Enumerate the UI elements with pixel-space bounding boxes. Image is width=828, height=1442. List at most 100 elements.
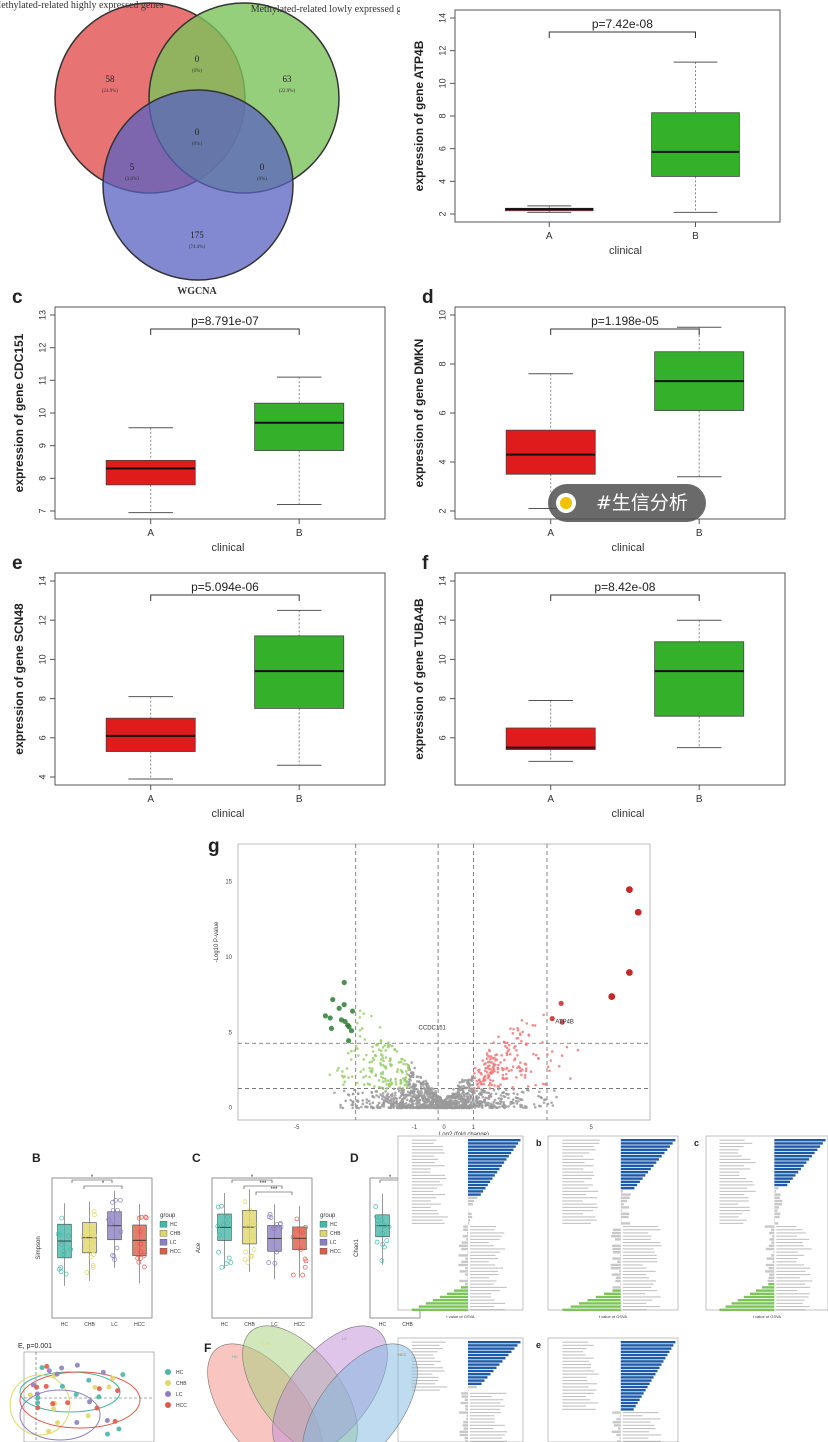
gsva-x-label: t value of GSVA	[446, 1314, 474, 1319]
venn-set-c-label: WGCNA	[177, 286, 217, 297]
ellipse-HCC	[19, 1371, 141, 1429]
significance-bracket	[150, 328, 300, 335]
box-A	[505, 429, 596, 475]
venn-set-b-label: Methylated-related lowly expressed genes	[251, 4, 400, 15]
significance-mark: *	[91, 1175, 94, 1181]
x-tick-label-B: B	[696, 794, 703, 805]
legend-title: group	[320, 1213, 336, 1219]
legend-dot-LC	[165, 1391, 171, 1397]
gene-label-ccdc151: CCDC151	[419, 1026, 447, 1032]
venn-count-bc: 0	[260, 162, 265, 172]
box-B	[654, 641, 745, 717]
x-tick-label: -5	[294, 1125, 300, 1131]
y-tick-label: 13	[37, 310, 47, 320]
outlier-point	[634, 908, 642, 916]
venn-pct-b_only: (22.9%)	[279, 89, 296, 94]
boxplot-dmkn: d 2 4 6 8 10 expression of gene DMKN A Bclinical…	[412, 287, 786, 552]
watermark-text: #生信分析	[596, 492, 688, 514]
y-tick-label: 8	[437, 696, 447, 701]
y-tick-label: 4	[37, 774, 47, 779]
venn-pct-abc: (0%)	[192, 142, 202, 147]
x-tick-label-A: A	[546, 231, 553, 242]
significance-bracket	[550, 594, 700, 601]
y-tick-label: 14	[37, 576, 47, 586]
box-B	[254, 402, 345, 451]
y-axis-label: expression of gene ATP4B	[412, 40, 426, 191]
gene-label-atp4b: ATP4B	[555, 1020, 574, 1026]
p-value-label: p=1.198e-05	[591, 314, 659, 328]
legend-label-LC: LC	[170, 1240, 177, 1246]
boxplot-tuba4b: f 6 8 10 12 14 expression of gene TUBA4B A Bclin…	[412, 553, 786, 818]
legend-swatch-HC	[319, 1220, 328, 1228]
venn4-ellipse-HCC	[302, 1343, 418, 1442]
venn-count-abc: 0	[195, 127, 200, 137]
y-tick-label: 2	[437, 211, 447, 216]
x-axis-label: clinical	[211, 808, 244, 818]
ellipse-CHB	[9, 1374, 71, 1436]
y-tick-label: 5	[229, 1030, 233, 1036]
legend-title: group	[160, 1213, 176, 1219]
legend-label-HC: HC	[176, 1370, 184, 1376]
x-axis-label: clinical	[611, 542, 644, 552]
legend-label-LC: LC	[176, 1392, 183, 1398]
y-axis-label: expression of gene TUBA4B	[412, 598, 426, 760]
panel-letter-c: c	[694, 1138, 699, 1148]
venn-count-ab: 0	[195, 54, 200, 64]
x-tick-label-HCC: HCC	[294, 1322, 305, 1328]
legend-label-HC: HC	[170, 1222, 178, 1228]
plot-frame	[54, 572, 386, 786]
significance-mark: ***	[259, 1181, 267, 1187]
y-axis-label: expression of gene CDC151	[12, 333, 26, 492]
ellipse-LC	[19, 1389, 101, 1441]
y-axis-label: expression of gene SCN48	[12, 603, 26, 755]
x-tick-label-HC: HC	[379, 1322, 387, 1328]
legend-swatch-LC	[159, 1238, 168, 1246]
legend-dot-CHB	[165, 1380, 171, 1386]
watermark-tag[interactable]: #生信分析	[548, 484, 706, 522]
y-tick-label: 6	[437, 410, 447, 415]
p-value-label: p=8.791e-07	[191, 314, 259, 328]
gsva-x-label: t value of GSVA	[599, 1314, 627, 1319]
x-tick-label-B: B	[692, 231, 699, 242]
legend-swatch-LC	[319, 1238, 328, 1246]
x-tick-label: 5	[589, 1125, 593, 1131]
panel-letter-e: e	[536, 1340, 541, 1350]
x-axis-label: clinical	[611, 808, 644, 818]
legend-swatch-CHB	[159, 1229, 168, 1237]
x-tick-label-A: A	[147, 794, 154, 805]
y-tick-label: 10	[437, 310, 447, 320]
panel-letter-D: D	[350, 1151, 359, 1165]
y-tick-label: 8	[437, 113, 447, 118]
y-tick-label: 10	[437, 78, 447, 88]
y-tick-label: 9	[37, 443, 47, 448]
volcano-points	[322, 886, 642, 1110]
x-tick-label-HC: HC	[61, 1322, 69, 1328]
y-axis-label: Ace	[196, 1242, 202, 1253]
y-tick-label: 4	[437, 179, 447, 184]
y-tick-label: 6	[37, 735, 47, 740]
y-tick-label: 12	[437, 615, 447, 625]
x-tick-label-B: B	[296, 528, 303, 539]
p-value-label: p=7.42e-08	[592, 17, 653, 31]
legend-swatch-HC	[159, 1220, 168, 1228]
significance-mark: *	[102, 1181, 105, 1187]
significance-mark: *	[251, 1175, 254, 1181]
y-tick-label: 15	[225, 880, 232, 886]
legend-label-CHB: CHB	[330, 1231, 341, 1237]
panel-letter-F: F	[204, 1341, 211, 1355]
venn-set-c-circle	[102, 89, 294, 281]
venn4-label-CHB: CHB	[262, 1341, 271, 1346]
x-tick-label-LC: LC	[111, 1322, 118, 1328]
venn-count-c_only: 175	[190, 230, 204, 240]
x-tick-label-LC: LC	[271, 1322, 278, 1328]
p-value-label: p=8.42e-08	[594, 580, 655, 594]
x-tick-label-CHB: CHB	[402, 1322, 413, 1328]
legend-label-HCC: HCC	[330, 1249, 341, 1255]
x-axis-label: Log2 (fold change)	[439, 1132, 489, 1135]
y-axis-label: expression of gene DMKN	[412, 339, 426, 488]
x-tick-label-HC: HC	[221, 1322, 229, 1328]
y-tick-label: 7	[37, 508, 47, 513]
y-tick-label: 8	[37, 696, 47, 701]
y-tick-label: 8	[437, 361, 447, 366]
significance-bracket	[548, 31, 696, 38]
